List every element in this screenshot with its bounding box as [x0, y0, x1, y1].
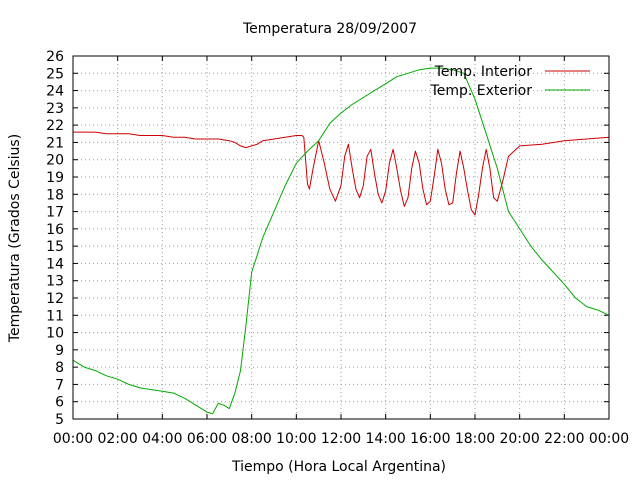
y-tick-label: 5	[55, 412, 64, 428]
y-tick-label: 17	[46, 205, 64, 221]
x-tick-label: 10:00	[276, 431, 316, 447]
y-tick-label: 13	[46, 274, 64, 290]
y-tick-label: 7	[55, 377, 64, 393]
y-tick-label: 25	[46, 66, 64, 82]
y-tick-label: 9	[55, 343, 64, 359]
grid-lines	[73, 56, 609, 419]
legend-label-interior: Temp. Interior	[434, 64, 533, 80]
y-tick-label: 18	[46, 187, 64, 203]
y-tick-label: 14	[46, 256, 64, 272]
y-tick-label: 19	[46, 170, 64, 186]
y-tick-label: 20	[46, 153, 64, 169]
series-line-exterior	[72, 67, 610, 415]
x-tick-label: 08:00	[231, 431, 271, 447]
x-tick-label: 00:00	[53, 431, 93, 447]
y-axis-label: Temperatura (Grados Celsius)	[7, 134, 23, 343]
y-tick-label: 11	[46, 308, 64, 324]
legend: Temp. Interior Temp. Exterior	[430, 64, 590, 99]
y-tick-label: 21	[46, 135, 64, 151]
x-axis-label: Tiempo (Hora Local Argentina)	[231, 459, 446, 475]
y-tick-label: 22	[46, 118, 64, 134]
x-tick-label: 22:00	[544, 431, 584, 447]
plot-frame	[72, 55, 610, 420]
x-tick-label: 12:00	[321, 431, 361, 447]
x-axis-ticks: 00:00 02:00 04:00 06:00 08:00 10:00 12:00 14:00…	[53, 56, 629, 447]
x-tick-label: 00:00	[589, 431, 629, 447]
y-tick-label: 23	[46, 101, 64, 117]
series-lines	[72, 67, 610, 415]
legend-label-exterior: Temp. Exterior	[430, 83, 533, 99]
x-tick-label: 14:00	[365, 431, 405, 447]
y-tick-label: 10	[46, 326, 64, 342]
y-tick-label: 26	[46, 49, 64, 65]
x-tick-label: 20:00	[499, 431, 539, 447]
y-tick-label: 24	[46, 84, 64, 100]
x-tick-label: 16:00	[410, 431, 450, 447]
x-tick-label: 02:00	[97, 431, 137, 447]
series-line-interior	[73, 131, 610, 216]
y-tick-label: 16	[46, 222, 64, 238]
x-tick-label: 04:00	[142, 431, 182, 447]
chart-title: Temperatura 28/09/2007	[242, 21, 417, 37]
y-tick-label: 12	[46, 291, 64, 307]
y-tick-label: 15	[46, 239, 64, 255]
y-tick-label: 6	[55, 395, 64, 411]
y-tick-label: 8	[55, 360, 64, 376]
x-tick-label: 18:00	[455, 431, 495, 447]
x-tick-label: 06:00	[187, 431, 227, 447]
